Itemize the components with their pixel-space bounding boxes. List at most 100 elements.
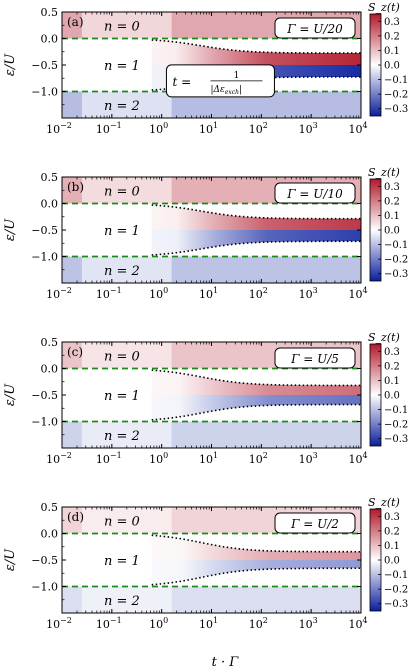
x-tick-label: 100 — [149, 451, 168, 466]
region-label: n = 0 — [104, 349, 140, 364]
x-tick-label: 101 — [199, 121, 218, 136]
y-tick-label: 0.5 — [41, 336, 59, 349]
panel-label: (b) — [67, 180, 84, 194]
exchange-region-positive — [151, 533, 361, 560]
annotation-numerator: 1 — [234, 71, 240, 81]
colorbar-tick-label: −0.1 — [384, 240, 408, 251]
colorbar-tick-label: 0.3 — [384, 347, 400, 358]
x-tick-label: 102 — [249, 121, 268, 136]
panel-label: (d) — [67, 510, 84, 524]
colorbar-tick-label: −0.2 — [384, 585, 408, 596]
colorbar-tick-label: −0.2 — [384, 420, 408, 431]
y-tick-label: −1.0 — [31, 581, 58, 594]
region-label: n = 2 — [104, 429, 140, 444]
y-tick-label: −0.5 — [31, 59, 58, 72]
gamma-label: Γ = U/5 — [290, 352, 339, 366]
x-tick-label: 103 — [299, 286, 318, 301]
region-label: n = 0 — [104, 514, 140, 529]
x-tick-label: 10−2 — [46, 121, 72, 136]
colorbar-tick-label: 0.2 — [384, 31, 400, 42]
y-tick-label: −0.5 — [31, 389, 58, 402]
heatmap-field — [62, 177, 361, 283]
x-tick-label: 10−1 — [96, 286, 122, 301]
y-tick-label: −1.0 — [31, 86, 58, 99]
colorbar-tick-label: 0.2 — [384, 361, 400, 372]
exchange-boundary-lower — [151, 240, 361, 256]
x-tick-label: 102 — [249, 286, 268, 301]
y-tick-label: −1.0 — [31, 416, 58, 429]
colorbar-tick-label: −0.2 — [384, 255, 408, 266]
y-tick-label: 0.5 — [41, 6, 59, 19]
x-tick-label: 10−1 — [96, 451, 122, 466]
y-tick-label: 0.0 — [41, 528, 59, 541]
colorbar-tick-label: −0.3 — [384, 599, 408, 610]
x-tick-label: 101 — [199, 616, 218, 631]
colorbar-label: S_z(t) — [368, 331, 400, 344]
x-tick-label: 103 — [299, 616, 318, 631]
x-tick-label: 10−2 — [46, 616, 72, 631]
y-tick-label: 0.5 — [41, 171, 59, 184]
colorbar-tick-label: 0.1 — [384, 541, 400, 552]
colorbar-tick-label: 0.2 — [384, 526, 400, 537]
x-tick-label: 10−2 — [46, 451, 72, 466]
colorbar-tick-label: −0.2 — [384, 90, 408, 101]
colorbar-tick-label: 0.1 — [384, 376, 400, 387]
y-tick-label: −1.0 — [31, 251, 58, 264]
gamma-label: Γ = U/2 — [290, 517, 339, 531]
y-tick-label: 0.0 — [41, 198, 59, 211]
x-tick-label: 100 — [149, 286, 168, 301]
region-label: n = 1 — [104, 554, 140, 569]
x-tick-label: 10−1 — [96, 616, 122, 631]
annotation-prefix: t = — [172, 75, 191, 89]
colorbar-tick-label: −0.1 — [384, 570, 408, 581]
colorbar-tick-label: 0.0 — [384, 61, 400, 72]
exchange-region-positive — [151, 38, 361, 65]
exchange-boundary-upper — [151, 204, 361, 220]
x-tick-label: 100 — [149, 616, 168, 631]
region-label: n = 0 — [104, 184, 140, 199]
colorbar-tick-label: 0.2 — [384, 196, 400, 207]
gamma-label-box — [274, 347, 356, 369]
colorbar-tick-label: 0.3 — [384, 182, 400, 193]
x-tick-label: 104 — [348, 616, 367, 631]
gamma-label-box — [274, 512, 356, 534]
gamma-label-box — [274, 182, 356, 204]
exchange-region-positive — [151, 203, 361, 230]
x-axis-label: t · Γ — [212, 655, 240, 670]
x-tick-label: 103 — [299, 451, 318, 466]
region-label: n = 2 — [104, 99, 140, 114]
colorbar-label: S_z(t) — [368, 166, 400, 179]
colorbar-tick-label: 0.1 — [384, 211, 400, 222]
heatmap-panel-4: 10−2 10−1 100 101 102 103 104 0.5 0.0 −0.5 −1.0 ε/U… — [3, 496, 408, 631]
x-tick-label: 10−2 — [46, 286, 72, 301]
y-axis-label: ε/U — [3, 383, 18, 406]
y-tick-label: −0.5 — [31, 224, 58, 237]
exchange-region-negative — [151, 395, 361, 422]
colorbar-tick-label: 0.3 — [384, 17, 400, 28]
x-tick-label: 103 — [299, 121, 318, 136]
x-tick-label: 102 — [249, 451, 268, 466]
gamma-label: Γ = U/10 — [286, 187, 343, 201]
x-tick-label: 104 — [348, 121, 367, 136]
colorbar-tick-label: 0.0 — [384, 226, 400, 237]
x-tick-label: 104 — [348, 286, 367, 301]
colorbar-tick-label: −0.3 — [384, 434, 408, 445]
exchange-region-positive — [151, 368, 361, 395]
region-label: n = 1 — [104, 389, 140, 404]
panel-label: (c) — [67, 345, 83, 359]
colorbar-tick-label: 0.1 — [384, 46, 400, 57]
colorbar-label: S_z(t) — [368, 496, 400, 509]
region-label: n = 1 — [104, 224, 140, 239]
exchange-region-negative — [151, 230, 361, 257]
y-axis-label: ε/U — [3, 548, 18, 571]
y-axis-label: ε/U — [3, 218, 18, 241]
region-label: n = 2 — [104, 594, 140, 609]
annotation-denominator: |Δεexch| — [210, 85, 242, 96]
y-tick-label: 0.0 — [41, 33, 59, 46]
x-tick-label: 100 — [149, 121, 168, 136]
y-tick-label: 0.5 — [41, 501, 59, 514]
x-tick-label: 101 — [199, 451, 218, 466]
x-tick-label: 101 — [199, 286, 218, 301]
y-tick-label: 0.0 — [41, 363, 59, 376]
